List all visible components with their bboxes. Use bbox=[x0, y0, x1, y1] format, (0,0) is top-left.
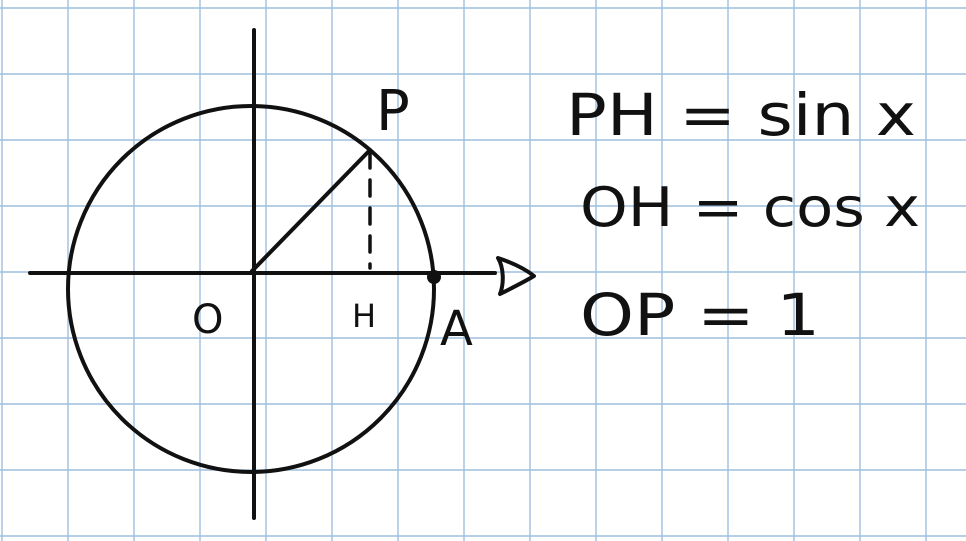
label-o: O bbox=[192, 297, 223, 343]
equation-ph: PH = sin x bbox=[566, 81, 916, 149]
equation-op: OP = 1 bbox=[580, 281, 820, 349]
label-h: H bbox=[352, 297, 376, 335]
label-a: A bbox=[440, 301, 473, 357]
x-axis-arrow bbox=[496, 256, 536, 296]
label-p: P bbox=[376, 79, 410, 144]
radius-op bbox=[250, 148, 372, 273]
point-a-dot bbox=[427, 270, 441, 284]
unit-circle bbox=[66, 104, 436, 474]
equation-oh: OH = cos x bbox=[580, 176, 920, 239]
